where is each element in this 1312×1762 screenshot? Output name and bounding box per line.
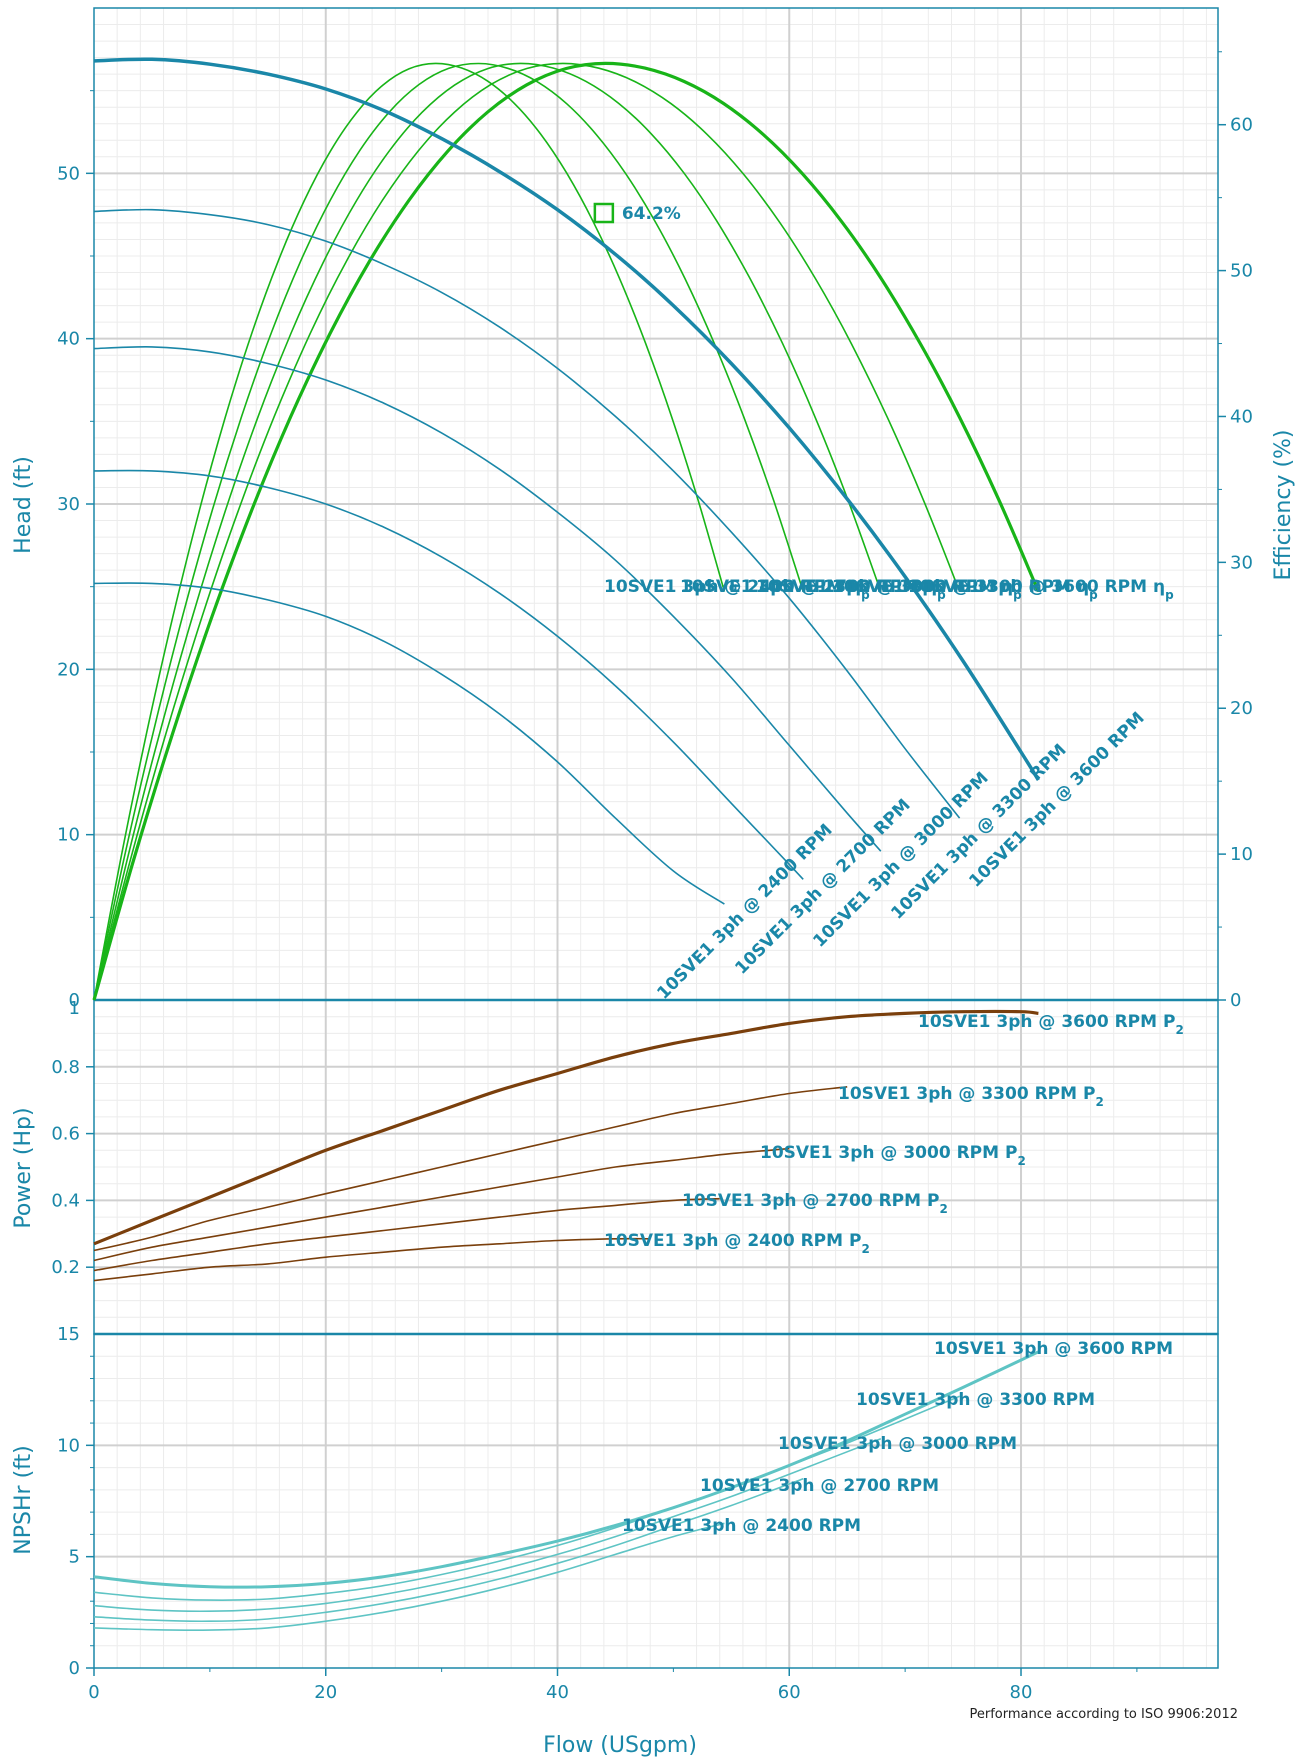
npsh-tick-label: 5 (69, 1547, 80, 1568)
power-curve-label: 10SVE1 3ph @ 3000 RPM P2 (760, 1143, 1026, 1168)
npsh-curve-label: 10SVE1 3ph @ 3300 RPM (856, 1390, 1095, 1410)
npsh-curve-5 (93, 1350, 1040, 1589)
npsh-curve-label: 10SVE1 3ph @ 3600 RPM (934, 1339, 1173, 1359)
x-tick-label: 60 (778, 1682, 801, 1703)
npsh-axis-title: NPSHr (ft) (11, 1445, 36, 1554)
head-tick-label: 40 (57, 329, 80, 350)
power-tick-label: 1 (69, 998, 80, 1019)
npsh-curve-1 (93, 1522, 725, 1632)
efficiency-curve-2 (93, 62, 804, 1001)
npsh-curve-3 (93, 1437, 882, 1613)
power-tick-label: 0.4 (51, 1190, 80, 1211)
head-curve-2 (93, 469, 804, 880)
efficiency-tick-label: 60 (1230, 115, 1253, 136)
head-curve-4 (93, 208, 961, 819)
head-tick-label: 50 (57, 163, 80, 184)
npsh-tick-label: 10 (57, 1435, 80, 1456)
series (92, 57, 1040, 1632)
efficiency-curve-1 (93, 62, 726, 1001)
efficiency-axis-title: Efficiency (%) (1271, 429, 1296, 580)
efficiency-curve-label: 10SVE1 3ph @ 3600 RPM ηp (908, 577, 1174, 602)
power-tick-label: 0.2 (51, 1257, 80, 1278)
standard-footnote: Performance according to ISO 9906:2012 (969, 1707, 1238, 1722)
efficiency-tick-label: 30 (1230, 552, 1253, 573)
head-curve-3 (93, 346, 882, 852)
x-axis-title: Flow (USgpm) (543, 1733, 697, 1758)
head-axis-title: Head (ft) (11, 456, 36, 554)
npsh-tick-label: 15 (57, 1324, 80, 1345)
plot-frame (93, 1333, 1219, 1669)
power-curve-4 (93, 1086, 848, 1252)
grid (94, 8, 1218, 1668)
power-tick-label: 0.6 (51, 1124, 80, 1145)
head-curve-5 (93, 57, 1040, 782)
bep-marker (593, 202, 615, 224)
x-tick-label: 0 (88, 1682, 99, 1703)
efficiency-tick-label: 0 (1230, 990, 1241, 1011)
npsh-curve-2 (93, 1477, 804, 1623)
head-tick-label: 0 (69, 990, 80, 1011)
power-tick-label: 0.8 (51, 1057, 80, 1078)
power-curve-1 (93, 1237, 651, 1282)
npsh-curve-label: 10SVE1 3ph @ 2700 RPM (700, 1476, 939, 1496)
efficiency-curve-4 (93, 62, 961, 1001)
x-tick-label: 80 (1010, 1682, 1033, 1703)
npsh-tick-label: 0 (69, 1658, 80, 1679)
x-tick-label: 40 (546, 1682, 569, 1703)
power-curve-3 (93, 1147, 790, 1262)
npsh-curve-label: 10SVE1 3ph @ 2400 RPM (622, 1516, 861, 1536)
axes (86, 7, 1226, 1676)
efficiency-curve-3 (93, 62, 882, 1001)
x-tick-label: 20 (314, 1682, 337, 1703)
power-axis-title: Power (Hp) (11, 1107, 36, 1228)
npsh-curve-4 (93, 1395, 960, 1601)
head-tick-label: 20 (57, 659, 80, 680)
head-tick-label: 10 (57, 825, 80, 846)
efficiency-tick-label: 10 (1230, 844, 1253, 865)
power-curve-label: 10SVE1 3ph @ 2700 RPM P2 (682, 1191, 948, 1216)
head-curve-1 (93, 582, 725, 905)
efficiency-curve-5 (92, 61, 1040, 1001)
efficiency-tick-label: 20 (1230, 698, 1253, 719)
power-curve-5 (93, 1009, 1039, 1246)
efficiency-tick-label: 40 (1230, 406, 1253, 427)
power-curve-label: 10SVE1 3ph @ 2400 RPM P2 (604, 1231, 870, 1256)
power-curve-label: 10SVE1 3ph @ 3300 RPM P2 (838, 1084, 1104, 1109)
npsh-curve-label: 10SVE1 3ph @ 3000 RPM (778, 1434, 1017, 1454)
efficiency-tick-label: 50 (1230, 261, 1253, 282)
power-curve-2 (93, 1197, 720, 1272)
bep-efficiency-label: 64.2% (622, 204, 681, 224)
head-tick-label: 30 (57, 494, 80, 515)
